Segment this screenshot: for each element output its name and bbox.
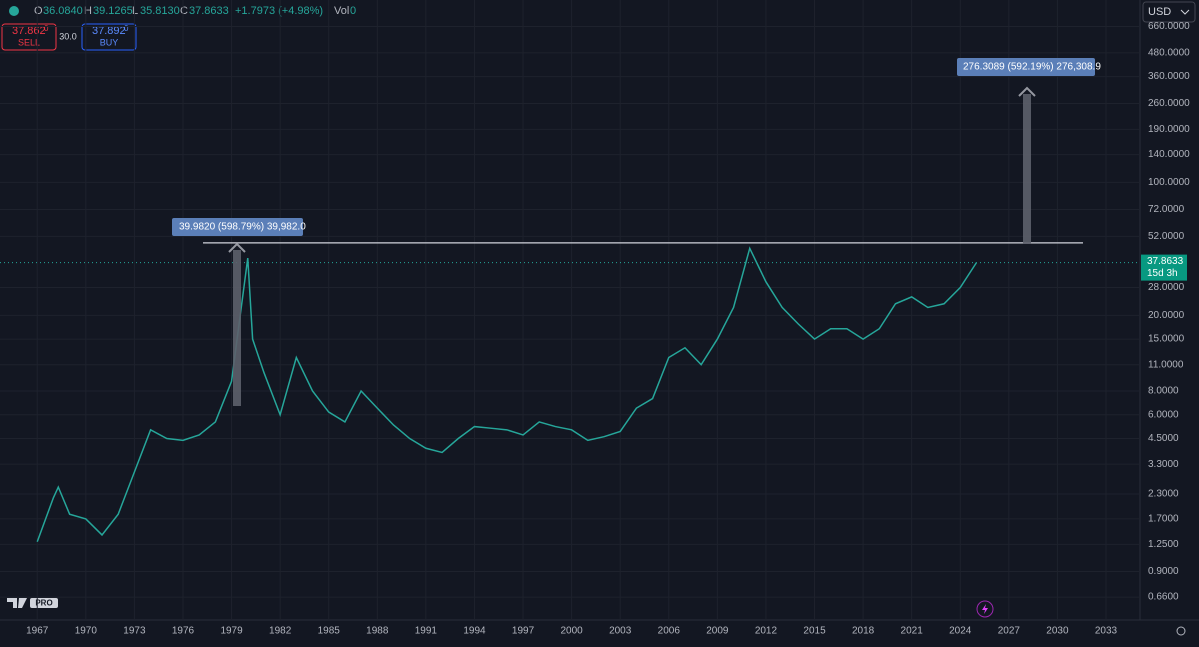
l-label: L: [132, 5, 138, 17]
currency[interactable]: USD: [1148, 6, 1171, 18]
y-tick-label: 20.0000: [1148, 310, 1185, 321]
x-tick-label: 1967: [26, 626, 49, 637]
buy-box[interactable]: [81, 23, 137, 51]
y-tick-label: 2.3000: [1148, 489, 1179, 500]
o-value: 36.0840: [43, 5, 83, 17]
x-tick-label: 1985: [318, 626, 341, 637]
y-tick-label: 260.0000: [1148, 98, 1190, 109]
l-value: 35.8130: [140, 5, 180, 17]
spread: 30.0: [59, 31, 77, 41]
y-tick-label: 1.2500: [1148, 539, 1179, 550]
y-tick-label: 100.0000: [1148, 177, 1190, 188]
price-tag-countdown: 15d 3h: [1147, 268, 1178, 279]
x-tick-label: 1970: [75, 626, 98, 637]
logo: PRO: [7, 598, 58, 608]
y-tick-label: 0.9000: [1148, 566, 1179, 577]
x-tick-label: 2012: [755, 626, 778, 637]
c-value: 37.8633: [189, 5, 229, 17]
x-tick-label: 1982: [269, 626, 292, 637]
price-line: [36, 246, 978, 542]
h-value: 39.1265: [93, 5, 133, 17]
dropdown-icon[interactable]: [1180, 9, 1190, 15]
y-tick-label: 4.5000: [1148, 433, 1179, 444]
currency-select[interactable]: USD: [1142, 1, 1196, 23]
o-label: O: [34, 5, 43, 17]
x-tick-label: 2033: [1095, 626, 1118, 637]
arrow-head: [1018, 86, 1036, 97]
x-tick-label: 2024: [949, 626, 972, 637]
buy-button[interactable]: 37.892 0 BUY: [81, 23, 137, 51]
x-tick-label: 2018: [852, 626, 875, 637]
ohlc-header: O 36.0840 H 39.1265 L 35.8130 C 37.8633 …: [34, 5, 356, 17]
x-tick-label: 1991: [415, 626, 438, 637]
buy-price[interactable]: 37.892: [92, 25, 126, 37]
change: +1.7973 (+4.98%): [235, 5, 323, 17]
sell-fraction[interactable]: 0: [44, 24, 49, 33]
x-tick-label: 1973: [123, 626, 146, 637]
y-tick-label: 52.0000: [1148, 231, 1185, 242]
x-tick-label: 2003: [609, 626, 632, 637]
x-tick-label: 1997: [512, 626, 535, 637]
vol-value: 0: [350, 5, 356, 17]
y-tick-label: 11.0000: [1148, 359, 1184, 370]
logo-mark: [7, 598, 27, 608]
sell-button[interactable]: 37.862 0 SELL: [1, 23, 57, 51]
sell-box[interactable]: [1, 23, 57, 51]
x-tick-label: 2000: [560, 626, 583, 637]
x-tick-label: 1994: [463, 626, 486, 637]
plot: [0, 0, 1140, 620]
y-tick-label: 0.6600: [1148, 592, 1179, 603]
lightning-bolt[interactable]: [982, 604, 988, 614]
x-tick-label: 2006: [658, 626, 681, 637]
lightning-icon[interactable]: [976, 600, 994, 618]
symbol-icon: [9, 6, 19, 16]
currency-box[interactable]: [1142, 1, 1196, 23]
annotation: 39.9820 (598.79%) 39,982.0: [179, 222, 306, 233]
x-tick-label: 1988: [366, 626, 389, 637]
y-tick-label: 660.0000: [1148, 21, 1190, 32]
arrow-head: [228, 242, 246, 253]
y-tick-label: 140.0000: [1148, 149, 1190, 160]
y-tick-label: 3.3000: [1148, 459, 1179, 470]
y-tick-label: 1.7000: [1148, 514, 1179, 525]
annotation: 276.3089 (592.19%) 276,308.9: [963, 62, 1101, 73]
measure-arrow: [233, 250, 241, 406]
buy-label[interactable]: BUY: [100, 37, 119, 47]
y-tick-label: 28.0000: [1148, 282, 1185, 293]
buy-fraction[interactable]: 0: [124, 24, 129, 33]
price-tag-value: 37.8633: [1147, 256, 1184, 267]
annotation-box: [172, 218, 303, 236]
x-tick-label: 2009: [706, 626, 729, 637]
y-tick-label: 15.0000: [1148, 334, 1185, 345]
x-tick-label: 1979: [220, 626, 243, 637]
y-tick-label: 360.0000: [1148, 71, 1190, 82]
annotation-box: [957, 58, 1095, 76]
y-tick-label: 480.0000: [1148, 47, 1190, 58]
y-tick-label: 6.0000: [1148, 409, 1179, 420]
h-label: H: [84, 5, 92, 17]
x-tick-label: 2030: [1046, 626, 1069, 637]
settings-icon[interactable]: [1176, 626, 1186, 636]
vol-label: Vol: [334, 5, 349, 17]
x-tick-label: 2021: [901, 626, 924, 637]
sell-label[interactable]: SELL: [18, 37, 40, 47]
x-tick-label: 2015: [803, 626, 826, 637]
y-tick-label: 8.0000: [1148, 386, 1179, 397]
price-tag: [1141, 254, 1187, 281]
y-tick-label: 72.0000: [1148, 204, 1185, 215]
y-tick-label: 190.0000: [1148, 124, 1190, 135]
x-tick-label: 2027: [998, 626, 1021, 637]
measure-arrow: [1023, 94, 1031, 244]
c-label: C: [180, 5, 188, 17]
x-tick-label: 1976: [172, 626, 195, 637]
logo-text: PRO: [35, 599, 52, 608]
